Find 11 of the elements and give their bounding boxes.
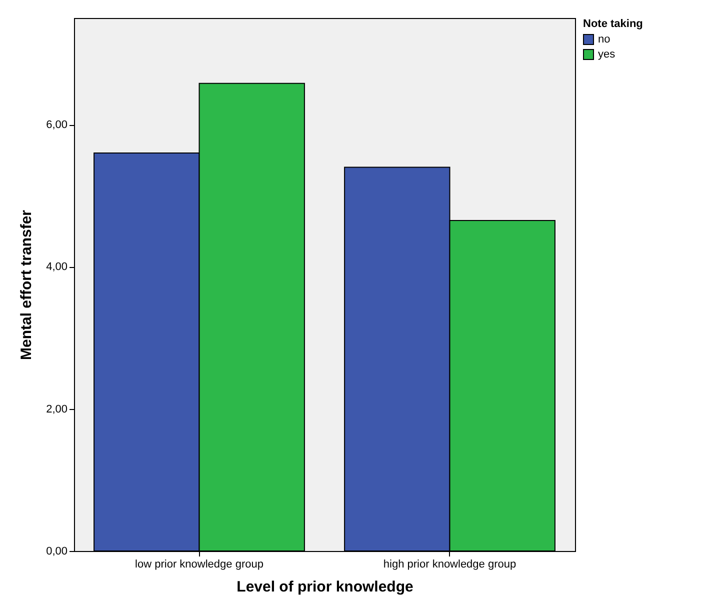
x-tick-label: low prior knowledge group	[135, 558, 264, 570]
x-axis-title: Level of prior knowledge	[236, 578, 414, 596]
x-tick-label: high prior knowledge group	[383, 558, 516, 570]
legend-label: yes	[598, 48, 616, 60]
y-tick-label: 6,00	[46, 119, 68, 132]
legend-label: no	[598, 34, 610, 46]
y-tick-label: 0,00	[46, 546, 68, 558]
y-tick-label: 2,00	[46, 403, 68, 416]
legend-title: Note taking	[583, 18, 643, 30]
y-axis-title: Mental effort transfer	[18, 210, 36, 360]
y-tick-label: 4,00	[46, 261, 68, 274]
